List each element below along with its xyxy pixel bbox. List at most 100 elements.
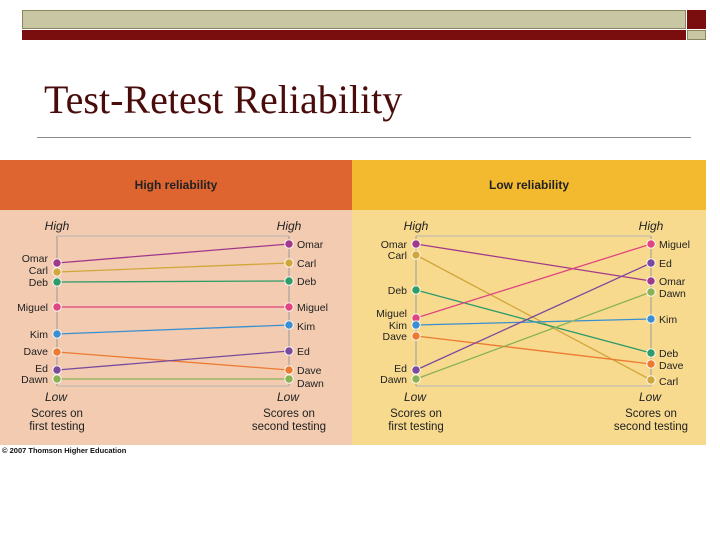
score-dot-deb-second	[646, 348, 656, 358]
score-dot-kim-second	[646, 314, 656, 324]
label-deb-first: Deb	[388, 285, 407, 297]
label-miguel-second: Miguel	[659, 239, 690, 251]
score-dot-dawn-first	[411, 374, 421, 384]
score-line-kim	[56, 324, 290, 335]
score-dot-ed-first	[411, 365, 421, 375]
label-kim-first: Kim	[30, 329, 48, 341]
caption-first-testing: first testing	[29, 421, 85, 433]
label-carl-second: Carl	[297, 258, 316, 270]
score-dot-carl-first	[52, 267, 62, 277]
label-deb-second: Deb	[297, 276, 316, 288]
label-carl-first: Carl	[29, 265, 48, 277]
label-ed-first: Ed	[394, 363, 407, 375]
label-miguel-second: Miguel	[297, 302, 328, 314]
caption-second-testing: second testing	[614, 421, 688, 433]
score-line-omar	[415, 243, 652, 282]
label-deb-second: Deb	[659, 348, 678, 360]
score-line-dave	[415, 335, 652, 365]
score-dot-kim-second	[284, 320, 294, 330]
score-dot-omar-second	[646, 276, 656, 286]
label-kim-second: Kim	[297, 321, 315, 333]
label-omar-first: Omar	[381, 239, 408, 251]
score-dot-omar-second	[284, 239, 294, 249]
label-omar-first: Omar	[22, 253, 49, 265]
header-square-dark	[687, 10, 706, 29]
score-dot-carl-second	[646, 375, 656, 385]
label-dave-second: Dave	[659, 360, 684, 372]
axis-high-right: High	[639, 219, 664, 233]
score-dot-dave-first	[411, 331, 421, 341]
axis-high-left: High	[45, 219, 70, 233]
label-deb-first: Deb	[29, 277, 48, 289]
score-dot-carl-first	[411, 250, 421, 260]
score-dot-omar-first	[411, 239, 421, 249]
score-line-carl	[56, 262, 290, 273]
score-dot-dawn-first	[52, 374, 62, 384]
score-line-ed	[415, 262, 652, 371]
score-dot-dave-second	[646, 359, 656, 369]
caption-second-testing: Scores on	[625, 408, 677, 420]
score-dot-carl-second	[284, 258, 294, 268]
label-kim-second: Kim	[659, 314, 677, 326]
header-bar-light	[22, 10, 686, 29]
axis-high-left: High	[404, 219, 429, 233]
label-miguel-first: Miguel	[376, 308, 407, 320]
label-omar-second: Omar	[297, 239, 324, 251]
label-dave-second: Dave	[297, 365, 322, 377]
label-miguel-first: Miguel	[17, 302, 48, 314]
title-divider	[37, 137, 691, 138]
copyright-text: © 2007 Thomson Higher Education	[2, 446, 127, 455]
score-line-dawn	[415, 291, 652, 380]
score-dot-miguel-second	[284, 302, 294, 312]
score-line-miguel	[415, 243, 652, 319]
page-title: Test-Retest Reliability	[44, 77, 403, 122]
score-line-omar	[56, 243, 290, 264]
axis-low-left: Low	[45, 390, 68, 404]
score-dot-deb-second	[284, 276, 294, 286]
label-kim-first: Kim	[389, 320, 407, 332]
caption-first-testing: Scores on	[31, 408, 83, 420]
label-omar-second: Omar	[659, 276, 686, 288]
caption-second-testing: Scores on	[263, 408, 315, 420]
label-dawn-second: Dawn	[297, 378, 324, 390]
label-ed-second: Ed	[297, 346, 310, 358]
axis-low-right: Low	[277, 390, 300, 404]
axis-high-right: High	[277, 219, 302, 233]
score-line-carl	[415, 254, 652, 381]
label-dave-first: Dave	[382, 331, 407, 343]
score-dot-dave-first	[52, 347, 62, 357]
panel-header: Low reliability	[352, 160, 706, 210]
header-bar-dark	[22, 30, 686, 40]
panel-high-reliability: High reliability High High Low Low Scores on…	[0, 160, 352, 445]
score-dot-ed-second	[284, 346, 294, 356]
label-ed-second: Ed	[659, 258, 672, 270]
caption-second-testing: second testing	[252, 421, 326, 433]
axis-low-right: Low	[639, 390, 662, 404]
label-dawn-first: Dawn	[21, 374, 48, 386]
caption-first-testing: Scores on	[390, 408, 442, 420]
score-dot-deb-first	[52, 277, 62, 287]
score-dot-dawn-second	[284, 374, 294, 384]
score-line-ed	[56, 350, 290, 371]
score-dot-kim-first	[52, 329, 62, 339]
score-line-kim	[415, 318, 652, 326]
axis-low-left: Low	[404, 390, 427, 404]
panel-header: High reliability	[0, 160, 352, 210]
score-dot-kim-first	[411, 320, 421, 330]
label-dawn-first: Dawn	[380, 374, 407, 386]
label-ed-first: Ed	[35, 363, 48, 375]
header-square-light	[687, 30, 706, 40]
label-carl-second: Carl	[659, 376, 678, 388]
caption-first-testing: first testing	[388, 421, 444, 433]
score-dot-miguel-first	[52, 302, 62, 312]
score-dot-deb-first	[411, 285, 421, 295]
score-line-deb	[56, 280, 290, 283]
score-dot-ed-second	[646, 258, 656, 268]
score-dot-miguel-second	[646, 239, 656, 249]
score-dot-omar-first	[52, 258, 62, 268]
score-dot-ed-first	[52, 365, 62, 375]
label-carl-first: Carl	[388, 250, 407, 262]
score-dot-dave-second	[284, 365, 294, 375]
